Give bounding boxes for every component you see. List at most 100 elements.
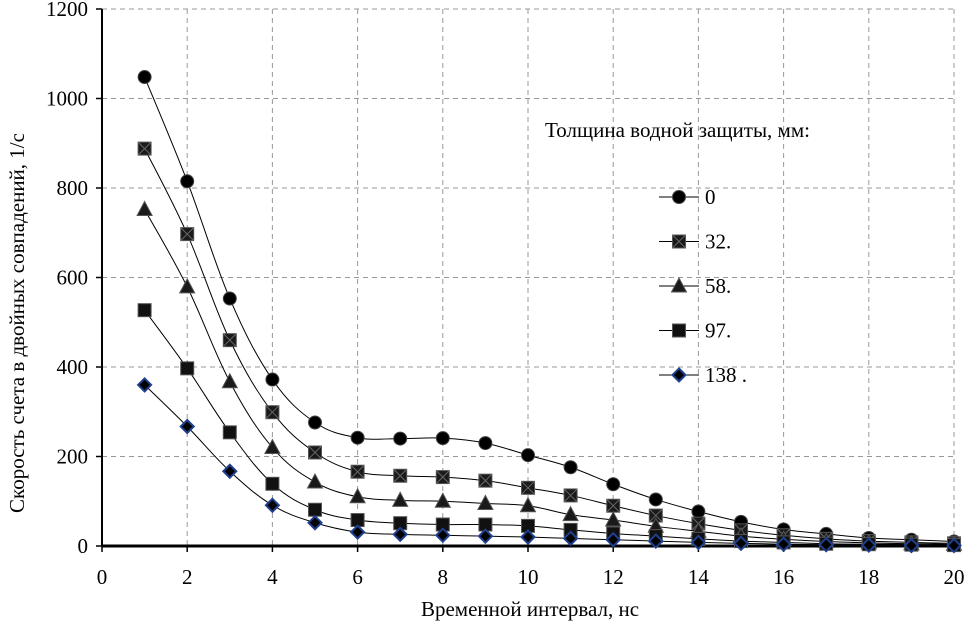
data-point <box>136 200 153 216</box>
data-point <box>606 498 621 513</box>
data-point <box>349 487 366 504</box>
data-point <box>775 536 792 553</box>
data-point <box>519 496 537 513</box>
data-point <box>520 529 536 545</box>
data-point <box>434 527 451 544</box>
series-0 <box>137 70 961 549</box>
legend-marker <box>672 234 686 249</box>
legend-label: 0 <box>705 185 716 209</box>
series-3 <box>137 303 961 553</box>
x-tick-label: 16 <box>773 565 794 589</box>
data-point <box>221 372 239 389</box>
data-point <box>137 303 152 318</box>
data-point <box>264 497 281 514</box>
data-point <box>691 504 706 519</box>
data-point <box>265 372 280 387</box>
data-point <box>434 492 452 508</box>
data-point <box>478 436 493 451</box>
legend: 0 32. 58. 97. 138 . <box>659 185 747 387</box>
data-point <box>349 524 366 541</box>
data-point <box>137 70 152 85</box>
x-tick-label: 0 <box>97 565 108 589</box>
data-point <box>435 431 450 446</box>
data-point <box>435 470 450 485</box>
y-tick-label: 0 <box>78 534 89 558</box>
x-tick-label: 8 <box>438 565 449 589</box>
series-1 <box>137 141 961 551</box>
data-point <box>946 537 962 554</box>
y-tick-label: 800 <box>57 176 89 200</box>
data-point <box>860 537 877 554</box>
series-line <box>144 76 955 543</box>
legend-marker <box>672 190 686 204</box>
data-point <box>308 445 322 460</box>
data-point <box>562 530 579 547</box>
x-tick-label: 6 <box>352 565 363 589</box>
legend-item: 58. <box>659 274 731 298</box>
data-point <box>264 438 281 455</box>
y-tick-label: 400 <box>57 355 89 379</box>
data-point <box>478 473 493 488</box>
y-tick-label: 200 <box>57 445 89 469</box>
data-point <box>690 534 707 551</box>
data-point <box>308 415 322 430</box>
y-tick-label: 600 <box>57 266 89 290</box>
x-tick-label: 14 <box>688 565 710 589</box>
data-point <box>265 405 280 420</box>
data-point <box>477 494 494 510</box>
data-point <box>733 535 749 552</box>
data-point <box>648 508 663 523</box>
data-point <box>350 430 365 445</box>
y-tick-label: 1000 <box>46 87 88 111</box>
legend-marker <box>671 367 687 383</box>
data-point <box>605 531 622 548</box>
data-point <box>137 141 152 156</box>
data-point <box>221 463 238 480</box>
data-point <box>391 491 409 507</box>
legend-item: 138 . <box>659 363 747 387</box>
series-layer <box>136 70 963 554</box>
data-point <box>393 431 408 446</box>
data-point <box>393 468 408 483</box>
data-point <box>521 480 535 495</box>
legend-marker <box>672 323 686 338</box>
x-axis-title: Временной интервал, нс <box>421 597 639 621</box>
data-point <box>222 291 237 306</box>
data-point <box>903 537 920 554</box>
legend-item: 32. <box>659 230 731 254</box>
data-point <box>562 505 579 522</box>
data-point <box>308 502 322 517</box>
legend-label: 97. <box>705 319 731 343</box>
data-point <box>563 460 578 475</box>
x-tick-label: 2 <box>182 565 193 589</box>
legend-marker <box>670 276 688 293</box>
data-point <box>392 526 409 543</box>
data-point <box>604 510 622 527</box>
data-point <box>307 514 323 531</box>
data-point <box>563 488 578 503</box>
y-axis-title: Скорость счета в двойных совпадений, 1/с <box>5 133 29 513</box>
series-4 <box>136 376 962 554</box>
legend-item: 97. <box>659 319 731 343</box>
legend-label: 138 . <box>705 363 747 387</box>
legend-title: Толщина водной защиты, мм: <box>545 118 810 142</box>
data-point <box>222 333 237 348</box>
data-point <box>647 533 664 549</box>
data-point <box>306 472 324 489</box>
data-point <box>222 425 237 440</box>
data-point <box>477 528 494 545</box>
x-tick-label: 12 <box>603 565 624 589</box>
data-point <box>179 418 196 435</box>
legend-label: 32. <box>705 230 731 254</box>
data-point <box>180 227 195 242</box>
data-point <box>606 477 621 492</box>
data-point <box>178 277 196 294</box>
data-point <box>136 376 153 393</box>
data-point <box>818 536 835 553</box>
x-tick-label: 4 <box>267 565 278 589</box>
x-tick-label: 20 <box>944 565 965 589</box>
x-tick-label: 10 <box>518 565 539 589</box>
data-point <box>265 476 280 491</box>
legend-item: 0 <box>659 185 716 209</box>
